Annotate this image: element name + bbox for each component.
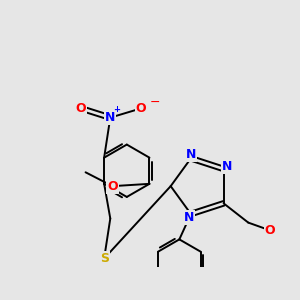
Text: O: O xyxy=(136,102,146,115)
Text: N: N xyxy=(186,148,196,161)
Text: N: N xyxy=(222,160,233,173)
Text: N: N xyxy=(183,211,194,224)
Text: N: N xyxy=(105,111,116,124)
Text: S: S xyxy=(100,252,109,265)
Text: O: O xyxy=(107,180,118,193)
Text: O: O xyxy=(76,102,86,115)
Text: +: + xyxy=(113,105,120,114)
Text: O: O xyxy=(265,224,275,237)
Text: −: − xyxy=(150,96,160,109)
